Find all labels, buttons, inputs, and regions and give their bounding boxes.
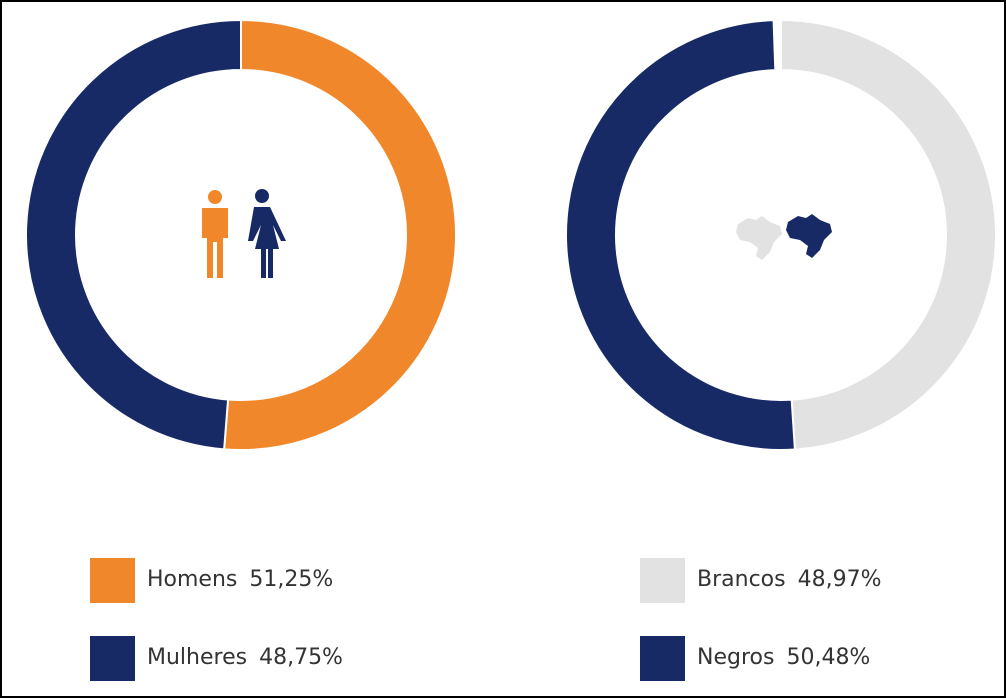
legend-label: Negros xyxy=(697,645,774,670)
legend-swatch xyxy=(90,636,135,681)
legend-label: Brancos xyxy=(697,567,786,592)
people-icon xyxy=(202,189,286,278)
legend-swatch xyxy=(640,558,685,603)
legend-value: 48,97% xyxy=(798,567,882,592)
donut-segment xyxy=(25,18,242,451)
legend-label: Homens xyxy=(147,567,237,592)
legend-label: Mulheres xyxy=(147,645,247,670)
legend-swatch xyxy=(640,636,685,681)
donut-segment xyxy=(223,18,457,451)
donut-segment xyxy=(780,18,997,451)
legend-value: 50,48% xyxy=(786,645,870,670)
legend-value: 48,75% xyxy=(259,645,343,670)
legend-value: 51,25% xyxy=(249,567,333,592)
brazil-icon xyxy=(736,214,832,260)
legend-swatch xyxy=(90,558,135,603)
donut-segment xyxy=(565,19,796,451)
